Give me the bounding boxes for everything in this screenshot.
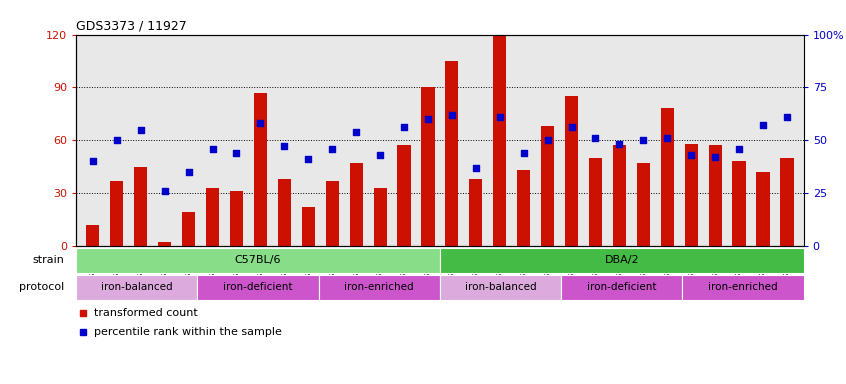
- Bar: [76, 275, 197, 300]
- Point: [780, 114, 794, 120]
- Bar: [86, 225, 100, 246]
- Point: [756, 122, 770, 129]
- Bar: [182, 212, 195, 246]
- Bar: [135, 167, 147, 246]
- Point: [349, 129, 363, 135]
- Text: iron-balanced: iron-balanced: [101, 282, 173, 292]
- Point: [373, 152, 387, 158]
- Point: [301, 156, 315, 162]
- Text: iron-enriched: iron-enriched: [708, 282, 777, 292]
- Point: [493, 114, 507, 120]
- Point: [86, 158, 100, 164]
- Bar: [254, 93, 267, 246]
- Point: [708, 154, 722, 160]
- Bar: [440, 248, 804, 273]
- Bar: [277, 179, 291, 246]
- Bar: [637, 163, 650, 246]
- Bar: [373, 188, 387, 246]
- Point: [661, 135, 674, 141]
- Point: [589, 135, 602, 141]
- Bar: [158, 242, 171, 246]
- Text: iron-balanced: iron-balanced: [464, 282, 536, 292]
- Text: C57BL/6: C57BL/6: [235, 255, 281, 265]
- Bar: [517, 170, 530, 246]
- Bar: [326, 180, 338, 246]
- Text: GDS3373 / 11927: GDS3373 / 11927: [76, 19, 187, 32]
- Point: [565, 124, 579, 131]
- Point: [158, 188, 172, 194]
- Text: iron-deficient: iron-deficient: [223, 282, 293, 292]
- Bar: [197, 275, 319, 300]
- Bar: [709, 146, 722, 246]
- Bar: [76, 248, 440, 273]
- Point: [541, 137, 554, 143]
- Text: protocol: protocol: [19, 282, 64, 292]
- Point: [636, 137, 650, 143]
- Point: [230, 150, 244, 156]
- Point: [110, 137, 124, 143]
- Point: [517, 150, 530, 156]
- Bar: [440, 275, 561, 300]
- Bar: [445, 61, 459, 246]
- Bar: [565, 96, 578, 246]
- Bar: [110, 180, 124, 246]
- Point: [206, 146, 219, 152]
- Bar: [683, 275, 804, 300]
- Bar: [230, 191, 243, 246]
- Bar: [398, 146, 410, 246]
- Bar: [421, 88, 435, 246]
- Bar: [756, 172, 770, 246]
- Point: [469, 165, 482, 171]
- Bar: [589, 158, 602, 246]
- Bar: [780, 158, 794, 246]
- Point: [326, 146, 339, 152]
- Text: iron-deficient: iron-deficient: [587, 282, 656, 292]
- Point: [445, 112, 459, 118]
- Bar: [349, 163, 363, 246]
- Text: transformed count: transformed count: [94, 308, 198, 318]
- Bar: [206, 188, 219, 246]
- Bar: [661, 109, 674, 246]
- Bar: [541, 126, 554, 246]
- Bar: [613, 146, 626, 246]
- Point: [134, 127, 147, 133]
- Bar: [733, 161, 745, 246]
- Point: [733, 146, 746, 152]
- Text: DBA/2: DBA/2: [605, 255, 639, 265]
- Point: [613, 141, 626, 147]
- Bar: [493, 35, 507, 246]
- Point: [277, 144, 291, 150]
- Bar: [470, 179, 482, 246]
- Text: percentile rank within the sample: percentile rank within the sample: [94, 327, 283, 337]
- Point: [182, 169, 195, 175]
- Point: [398, 124, 411, 131]
- Text: strain: strain: [32, 255, 64, 265]
- Bar: [684, 144, 698, 246]
- Point: [421, 116, 435, 122]
- Bar: [561, 275, 683, 300]
- Point: [254, 120, 267, 126]
- Bar: [319, 275, 440, 300]
- Text: iron-enriched: iron-enriched: [344, 282, 414, 292]
- Point: [684, 152, 698, 158]
- Bar: [302, 207, 315, 246]
